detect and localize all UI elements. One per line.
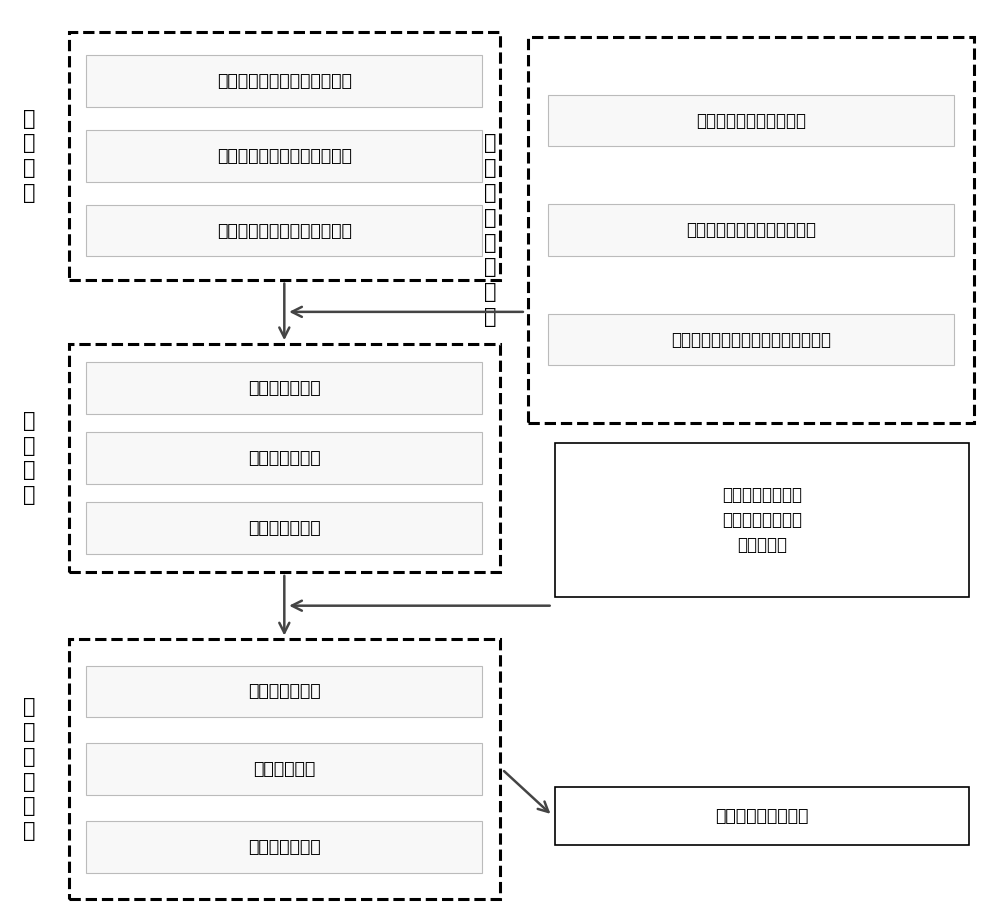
Text: 发布相关图纸及报告: 发布相关图纸及报告 — [715, 807, 808, 825]
Text: 经济合理性分析: 经济合理性分析 — [248, 838, 321, 856]
Bar — [86, 502, 482, 554]
Bar — [86, 743, 482, 795]
Text: 明确照明灯具光束、光场及照射角度: 明确照明灯具光束、光场及照射角度 — [671, 330, 831, 349]
Text: 作业面光照分析: 作业面光照分析 — [248, 682, 321, 701]
Bar — [86, 55, 482, 107]
Text: 灯具放置与调试: 灯具放置与调试 — [248, 519, 321, 537]
Text: 明确照明区域及照明形式: 明确照明区域及照明形式 — [696, 112, 806, 129]
Bar — [548, 95, 954, 147]
Bar — [555, 443, 969, 597]
Text: 定
性
分
析
过
程: 定 性 分 析 过 程 — [23, 697, 35, 841]
Text: 场
地
还
原: 场 地 还 原 — [23, 109, 35, 203]
Bar — [548, 314, 954, 366]
Text: 确定灯具放置点: 确定灯具放置点 — [248, 449, 321, 467]
Bar — [555, 787, 969, 845]
Text: 措施项目及大型机械设备还原: 措施项目及大型机械设备还原 — [217, 222, 352, 240]
Text: 参数灯具族制作: 参数灯具族制作 — [248, 379, 321, 397]
Bar — [86, 821, 482, 873]
Bar — [86, 205, 482, 257]
Bar — [86, 363, 482, 414]
Text: 建筑物、构筑物依工期段还原: 建筑物、构筑物依工期段还原 — [217, 147, 352, 165]
Text: 模
拟
过
程: 模 拟 过 程 — [23, 411, 35, 505]
Text: 场地及周边环境基本信息还原: 场地及周边环境基本信息还原 — [217, 72, 352, 90]
Bar — [548, 204, 954, 256]
Text: 校核灯具布置及其
照射角度等相关参
数的正确性: 校核灯具布置及其 照射角度等相关参 数的正确性 — [722, 486, 802, 554]
Text: 照明死角分析: 照明死角分析 — [253, 761, 315, 778]
Bar — [86, 432, 482, 484]
Text: 仔
细
阅
读
照
明
方
案: 仔 细 阅 读 照 明 方 案 — [484, 133, 496, 327]
Text: 明确照明灯具型号及其安置点: 明确照明灯具型号及其安置点 — [686, 222, 816, 239]
Bar — [86, 665, 482, 717]
Bar — [86, 130, 482, 182]
